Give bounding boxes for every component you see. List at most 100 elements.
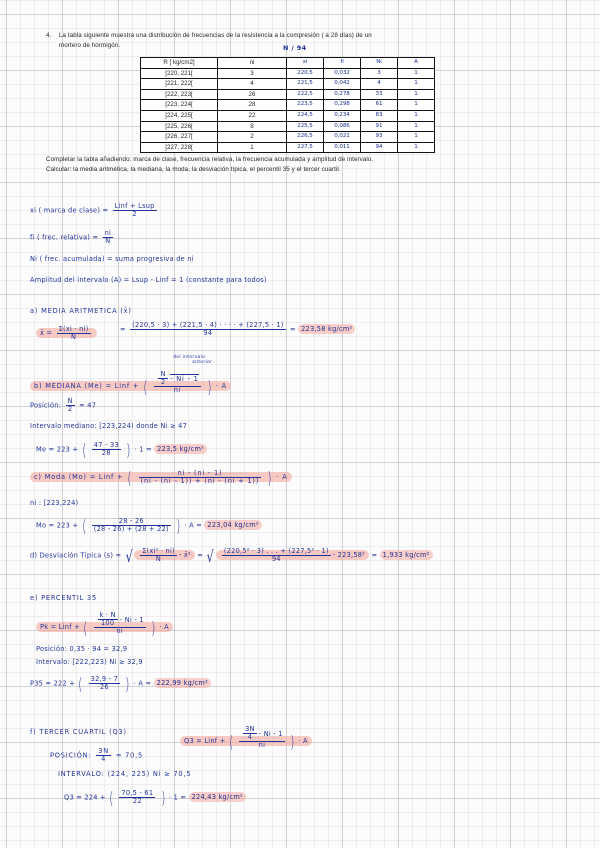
section-c-formula-numerator: ni - (ni - 1) xyxy=(177,469,223,477)
section-d-row: d) Desviación Típica (s) = √ Σ(xi² · ni)… xyxy=(30,547,433,565)
section-f-formula-highlight: Q3 = Linf + ( 3N 4 - Ni - 1 ni ) · A xyxy=(180,726,312,754)
section-e-interval: Intervalo: [222,223) Ni ≥ 32,9 xyxy=(36,658,143,666)
section-f-calc-tail: · 1 = xyxy=(168,793,187,802)
section-b-position-value: = 47 xyxy=(79,401,97,410)
cell-fi: 0,086 xyxy=(323,120,361,133)
section-e-position: Posición: 0,35 · 94 = 32,9 xyxy=(36,645,128,653)
section-a-work-numerator: (220,5 · 3) + (221,5 · 4) · · · · + (227… xyxy=(132,321,284,329)
cell-interval: [223, 224[ xyxy=(140,99,218,111)
section-c-formula-denominator: (ni - (ni - 1)) + (ni - (ni + 1)) xyxy=(138,476,262,485)
close-paren-icon: ) xyxy=(267,469,273,490)
cell-interval: [224, 225[ xyxy=(140,109,218,122)
section-d-formula-minus: - x̄² xyxy=(178,551,191,560)
section-a-formula: x̄ = Σ(xi · ni) N xyxy=(36,326,97,341)
definition-xi-fraction: Linf + Lsup 2 xyxy=(112,203,157,218)
cell-xi: 220,5 xyxy=(286,67,324,80)
col-header-ni: ni xyxy=(217,57,287,69)
table-row: [225, 226[ 8 225,5 0,086 91 1 xyxy=(140,120,435,133)
section-a-equals-left: = xyxy=(120,325,126,334)
section-f-position-denominator: 4 xyxy=(96,754,112,763)
cell-xi: 221,5 xyxy=(286,78,324,90)
cell-Ni: 94 xyxy=(360,141,398,154)
cell-Ni: 61 xyxy=(360,99,398,111)
section-e-num-rest: - Ni - 1 xyxy=(119,615,144,624)
cell-Ni: 91 xyxy=(360,120,398,133)
cell-fi: 0,278 xyxy=(323,88,361,101)
cell-Ni: 33 xyxy=(360,88,398,101)
cell-interval: [225, 226[ xyxy=(140,120,218,133)
cell-xi: 225,5 xyxy=(286,120,324,133)
problem-instructions: Completar la tabla añadiendo: marca de c… xyxy=(46,156,374,173)
section-e-formula: Pk = Linf + ( k · N 100 - Ni - 1 ni ) · … xyxy=(36,612,173,640)
section-d-result: 1,933 kg/cm² xyxy=(379,550,433,561)
problem-number: 4. xyxy=(46,32,52,39)
section-c-formula-highlight: c) Moda (Mo) = Linf + ( ni - (ni - 1) (n… xyxy=(30,469,292,490)
table-row: [221, 222[ 4 221,5 0,042 4 1 xyxy=(140,78,435,90)
table-row: [222, 223[ 26 222,5 0,278 33 1 xyxy=(140,88,435,101)
section-f-position-fraction: 3N 4 xyxy=(96,747,112,763)
section-c-calc-lhs: Mo = 223 + xyxy=(36,521,79,530)
section-b-formula-fraction: N 2 - Ni - 1 ni xyxy=(154,371,201,394)
section-b-half-n: N 2 xyxy=(158,371,169,386)
section-d-formula-highlight: Σ(xi² · ni) N - x̄² xyxy=(134,547,195,563)
section-a-work: = (220,5 · 3) + (221,5 · 4) · · · · + (2… xyxy=(120,321,356,337)
cell-Ni: 3 xyxy=(360,67,398,80)
close-paren-icon: ) xyxy=(160,789,166,810)
section-b-calc-numerator: 47 - 33 xyxy=(93,441,119,449)
section-f-3n: 3N xyxy=(245,725,255,733)
section-a-result: 223,58 kg/cm² xyxy=(298,324,356,335)
open-paren-icon: ( xyxy=(109,789,114,810)
section-a-work-fraction: (220,5 · 3) + (221,5 · 4) · · · · + (227… xyxy=(130,321,286,337)
section-b-formula-denominator: ni xyxy=(154,385,201,394)
section-a-formula-fraction: Σ(xi · ni) N xyxy=(56,326,91,341)
table-header-row: R [ kg/cm2] ni xi fi Ni A xyxy=(140,57,435,69)
section-b-calculation: Me = 223 + ( 47 - 33 28 ) · 1 = 223,5 kg… xyxy=(36,441,208,462)
section-f-num-rest: - Ni - 1 xyxy=(258,729,283,738)
section-f-calculation: Q3 = 224 + ( 70,5 - 61 22 ) · 1 = 224,43… xyxy=(64,789,246,810)
section-b-formula-tail: · A xyxy=(215,382,227,391)
section-d-formula-denominator: N xyxy=(140,554,177,563)
definition-Ni: Ni ( frec. acumulada) = suma progresiva … xyxy=(30,255,194,263)
cell-xi: 227,5 xyxy=(286,141,324,154)
section-f-formula-lhs: Q3 = Linf + xyxy=(184,737,226,746)
section-f-title: f) TERCER CUARTIL (Q3) xyxy=(30,728,127,736)
section-b-formula-highlight: b) MEDIANA (Me) = Linf + ( N 2 - Ni - 1 … xyxy=(30,371,231,397)
table-row: [227, 228[ 1 227,5 0,011 94 1 xyxy=(140,141,435,154)
definition-fi-fraction: ni N xyxy=(102,230,114,245)
section-d-work-fraction: (220,5² · 3) . . . + (227,5² · 1) 94 xyxy=(221,548,331,563)
section-e-formula-numerator: k · N 100 - Ni - 1 xyxy=(94,612,146,627)
cell-interval: [220, 221[ xyxy=(140,67,218,80)
table-row: [220, 221[ 3 220,5 0,032 3 1 xyxy=(140,67,435,80)
section-b-title: b) MEDIANA (Me) = Linf + xyxy=(34,382,140,391)
table-row: [226, 227[ 2 226,5 0,021 93 1 xyxy=(140,131,435,143)
section-e-calc-tail: · A = xyxy=(133,679,152,688)
cell-A: 1 xyxy=(397,88,435,101)
section-d-formula-numerator: Σ(xi² · ni) xyxy=(142,547,175,555)
table-row: [223, 224[ 28 223,5 0,298 61 1 xyxy=(140,99,435,111)
section-e-kn: k · N xyxy=(99,611,116,619)
section-f-calc-lhs: Q3 = 224 + xyxy=(64,793,106,802)
open-paren-icon: ( xyxy=(229,733,234,754)
section-f-calc-denominator: 22 xyxy=(119,796,156,805)
open-paren-icon: ( xyxy=(83,619,88,640)
cell-xi: 226,5 xyxy=(286,131,324,143)
cell-fi: 0,011 xyxy=(323,141,361,154)
close-paren-icon: ) xyxy=(151,619,156,640)
section-e-calc-denominator: 26 xyxy=(88,682,121,691)
cell-fi: 0,298 xyxy=(323,99,361,111)
section-d-equals: = xyxy=(197,551,204,560)
close-paren-icon: ) xyxy=(126,441,131,462)
cell-fi: 0,042 xyxy=(323,78,361,90)
cell-A: 1 xyxy=(397,67,435,80)
cell-xi: 224,5 xyxy=(286,109,324,122)
section-f-four: 4 xyxy=(243,732,257,741)
section-d-result-equals: = xyxy=(371,551,378,560)
section-e-hundred: 100 xyxy=(97,618,118,627)
col-header-xi: xi xyxy=(286,57,324,69)
section-f-position-numerator: 3N xyxy=(98,747,110,755)
section-f-position-value: = 70,5 xyxy=(115,751,144,760)
section-e-calc-fraction: 32,9 - 7 26 xyxy=(88,676,121,691)
section-c-title: c) Moda (Mo) = Linf + xyxy=(34,473,124,482)
open-paren-icon: ( xyxy=(127,469,133,490)
cell-A: 1 xyxy=(397,131,435,143)
